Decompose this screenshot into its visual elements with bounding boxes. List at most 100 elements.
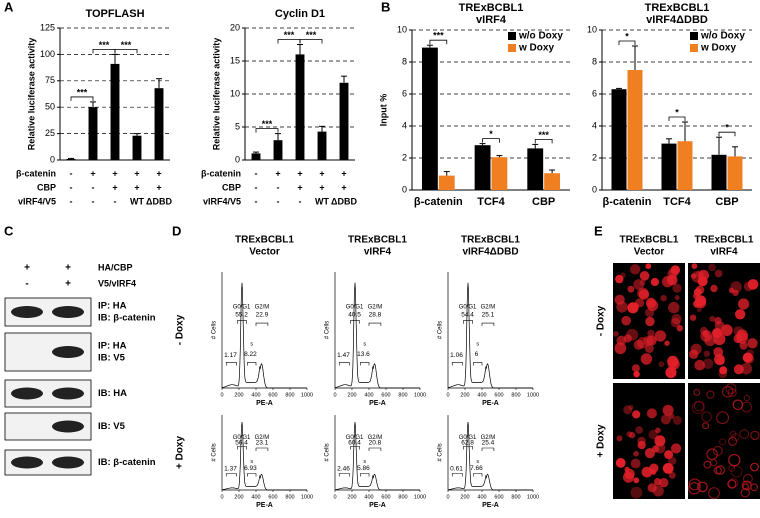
histogram-curve	[222, 421, 307, 491]
cell	[669, 358, 680, 370]
cell	[633, 371, 640, 378]
blot-band	[52, 306, 84, 318]
x-tick-label: 200	[460, 392, 469, 398]
condition-label: CBP	[222, 182, 241, 192]
column-title: vIRF4	[710, 247, 738, 258]
condition-value: -	[92, 182, 95, 192]
cell	[706, 390, 715, 399]
significance-label: *	[489, 129, 493, 139]
gate-label: s	[476, 341, 479, 347]
bar	[421, 47, 438, 190]
lane-label: V5/vIRF4	[98, 278, 136, 288]
significance-label: ***	[121, 40, 132, 50]
gate-label: G2/M	[255, 304, 270, 310]
significance-bracket	[534, 139, 553, 144]
x-tick-label: 400	[477, 392, 486, 398]
significance-label: ***	[284, 30, 295, 40]
gate-percentage: 25.4	[482, 439, 495, 446]
bar	[88, 107, 98, 160]
y-tick-label: 8	[402, 56, 407, 66]
error-bar	[732, 146, 738, 157]
gate-label: G2/M	[368, 435, 383, 441]
cell	[689, 314, 697, 321]
gate-bracket	[237, 320, 247, 324]
cell	[668, 456, 677, 465]
cell	[664, 340, 670, 346]
cell	[718, 438, 727, 446]
gate-label: G0/G1	[346, 304, 364, 310]
y-tick-label: 0	[592, 184, 597, 194]
cell	[707, 487, 720, 500]
column-title: vIRF4ΔDBD	[462, 247, 518, 258]
cell	[621, 315, 631, 326]
x-tick-label: CBP	[715, 196, 738, 208]
x-tick-label: 600	[381, 494, 390, 500]
x-tick-label: 0	[333, 392, 336, 398]
cell	[712, 445, 723, 456]
x-tick-label: β-catenin	[603, 196, 652, 208]
y-tick-label: 10	[397, 24, 407, 34]
y-axis-label: Relative luciferase activity	[211, 38, 221, 151]
gate-bracket	[247, 473, 257, 477]
x-axis-label: PE-A	[482, 400, 499, 407]
x-tick-label: 0	[446, 392, 449, 398]
cell	[662, 463, 674, 474]
cell	[627, 302, 639, 314]
blot-label: IB: V5	[98, 353, 126, 364]
gate-bracket	[451, 473, 463, 477]
condition-value: +	[112, 168, 117, 178]
condition-value: +	[297, 168, 302, 178]
cell	[658, 361, 665, 368]
condition-value: +	[319, 182, 324, 192]
gate-bracket	[481, 322, 495, 327]
panel-label: E	[594, 223, 603, 238]
cell	[698, 269, 710, 281]
cell	[646, 408, 657, 419]
cell	[697, 481, 708, 493]
x-tick-label: 600	[494, 392, 503, 398]
gate-percentage: 6.93	[244, 465, 257, 472]
cell	[693, 400, 705, 412]
condition-value: -	[255, 196, 258, 206]
significance-label: ***	[306, 30, 317, 40]
gate-bracket	[368, 322, 382, 327]
gate-bracket	[350, 320, 360, 324]
lane-sign: +	[24, 263, 30, 274]
condition-value: +	[297, 182, 302, 192]
blot-band	[11, 387, 43, 400]
condition-value: WT	[315, 196, 329, 206]
significance-label: ***	[538, 130, 549, 140]
gate-percentage: 54.4	[461, 312, 474, 319]
cell	[690, 273, 697, 279]
x-axis-label: PE-A	[369, 502, 386, 509]
error-bar	[532, 143, 539, 149]
cell	[727, 436, 738, 446]
error-bar	[666, 138, 672, 144]
gate-label: s	[250, 341, 253, 347]
significance-bracket	[429, 39, 448, 45]
cell	[668, 413, 675, 419]
cell	[662, 404, 674, 416]
bar	[474, 145, 491, 190]
cell	[738, 298, 750, 310]
condition-value: ΔDBD	[146, 196, 172, 206]
x-tick-label: TCF4	[477, 196, 505, 208]
gate-bracket	[225, 473, 237, 477]
y-tick-label: 0	[235, 154, 240, 164]
histogram-curve	[447, 282, 533, 389]
gate-label: G2/M	[255, 435, 270, 441]
y-tick-label: 100	[40, 49, 55, 59]
condition-value: +	[275, 168, 280, 178]
x-tick-label: 600	[268, 494, 277, 500]
cell	[628, 404, 634, 410]
panel-label: A	[4, 0, 14, 14]
condition-value: -	[114, 196, 117, 206]
y-tick-label: 50	[45, 102, 55, 112]
x-tick-label: 0	[220, 494, 223, 500]
cell	[715, 465, 726, 475]
significance-label: *	[725, 123, 729, 133]
x-tick-label: 200	[234, 392, 243, 398]
legend-swatch	[508, 32, 516, 40]
cell	[648, 429, 658, 440]
lane-sign: +	[65, 263, 71, 274]
